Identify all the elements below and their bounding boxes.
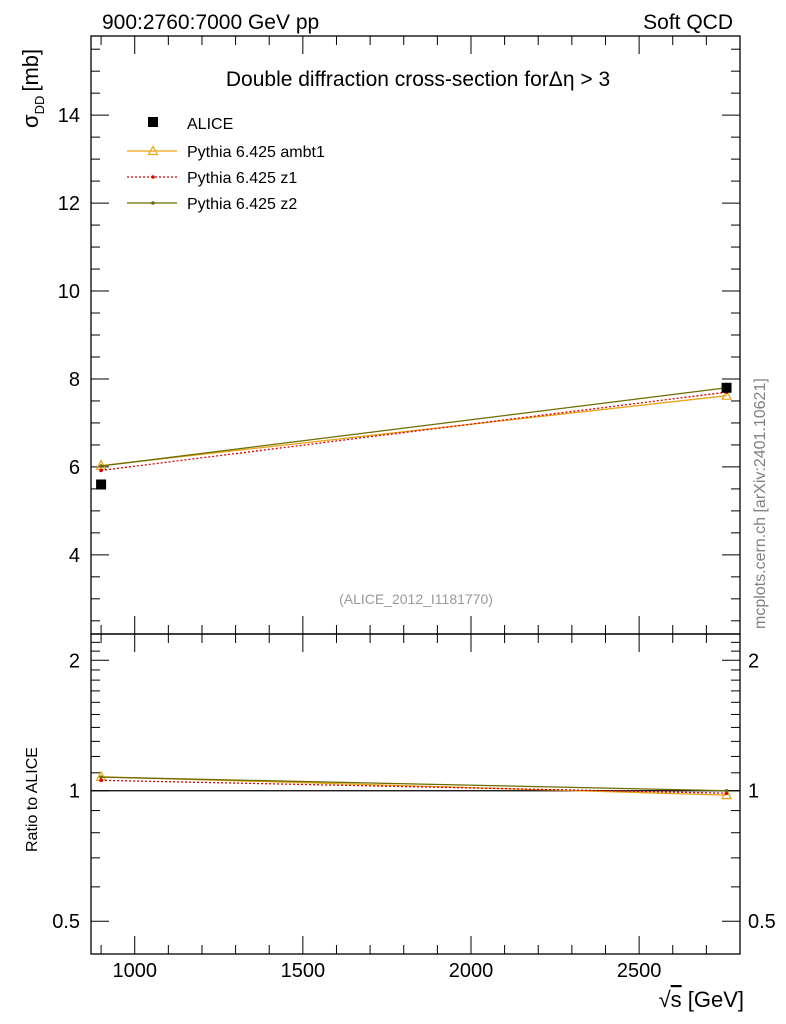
legend-marker-z2 [151,201,155,205]
ratio-series-0-point [721,788,733,800]
ratio-y-tick-label: 1 [69,781,80,803]
x-tick-label: 2500 [617,960,662,982]
ratio-series-1-point [724,791,729,796]
legend-label-ambt1: Pythia 6.425 ambt1 [187,144,325,161]
legend: ALICE Pythia 6.425 ambt1 Pythia 6.425 z1… [127,116,325,213]
ratio-series-1-line [101,779,727,794]
x-tick-label: 1000 [112,960,157,982]
x-tick-label: 2000 [449,960,494,982]
ratio-y-tick-label: 0.5 [52,911,80,933]
main-y-tick-label: 6 [69,457,80,479]
alice-data-point [721,382,732,393]
main-plot-area [95,382,733,490]
legend-marker-alice [148,117,158,127]
ratio-axis-ticks: 0.5 0.5 1 1 2 2 [52,641,776,933]
legend-label-z1: Pythia 6.425 z1 [187,170,297,187]
x-tick-label: 1500 [281,960,326,982]
main-y-tick-label: 4 [69,545,80,567]
alice-data-point [96,479,107,490]
analysis-tag: (ALICE_2012_I1181770) [339,591,493,607]
x-axis-ticks: 1000 1500 2000 2500 [100,36,741,982]
chart-title: Double diffraction cross-section forΔη >… [226,68,610,91]
ratio-series-2-point [724,788,729,793]
category-label: Soft QCD [643,11,733,34]
ratio-series-2-point [99,775,103,779]
main-series-0-line [101,395,727,467]
energies-label: 900:2760:7000 GeV pp [102,11,319,34]
ratio-y-tick-label: 2 [69,650,80,672]
ratio-y-tick-label-right: 1 [748,781,759,803]
main-series-0-point [721,389,733,400]
main-series-1-point [99,468,103,473]
legend-label-alice: ALICE [187,116,233,133]
ratio-y-tick-label-right: 2 [748,650,759,672]
main-y-tick-label: 12 [58,193,80,215]
main-y-tick-label: 14 [58,105,80,127]
source-side-label: mcplots.cern.ch [arXiv:2401.10621] [752,378,769,629]
main-series-2-line [101,387,727,467]
ratio-series-1-point [99,778,103,783]
ratio-y-tick-label-right: 0.5 [748,911,776,933]
ratio-y-axis-label: Ratio to ALICE [24,747,41,852]
main-series-2-point [99,464,103,468]
ratio-series-2-line [101,776,727,792]
ratio-panel-frame [90,633,741,955]
main-y-tick-label: 8 [69,369,80,391]
legend-marker-ambt1 [147,145,159,156]
main-series-1-line [101,391,727,472]
x-axis-label: √s [GeV] [659,987,744,1012]
legend-marker-z1 [151,175,155,179]
main-axis-ticks: 4 6 8 10 12 14 [58,48,740,622]
legend-label-z2: Pythia 6.425 z2 [187,196,297,213]
main-y-tick-label: 10 [58,281,80,303]
ratio-plot-area [91,770,740,800]
main-y-axis-label: σDD[mb] [18,49,47,128]
